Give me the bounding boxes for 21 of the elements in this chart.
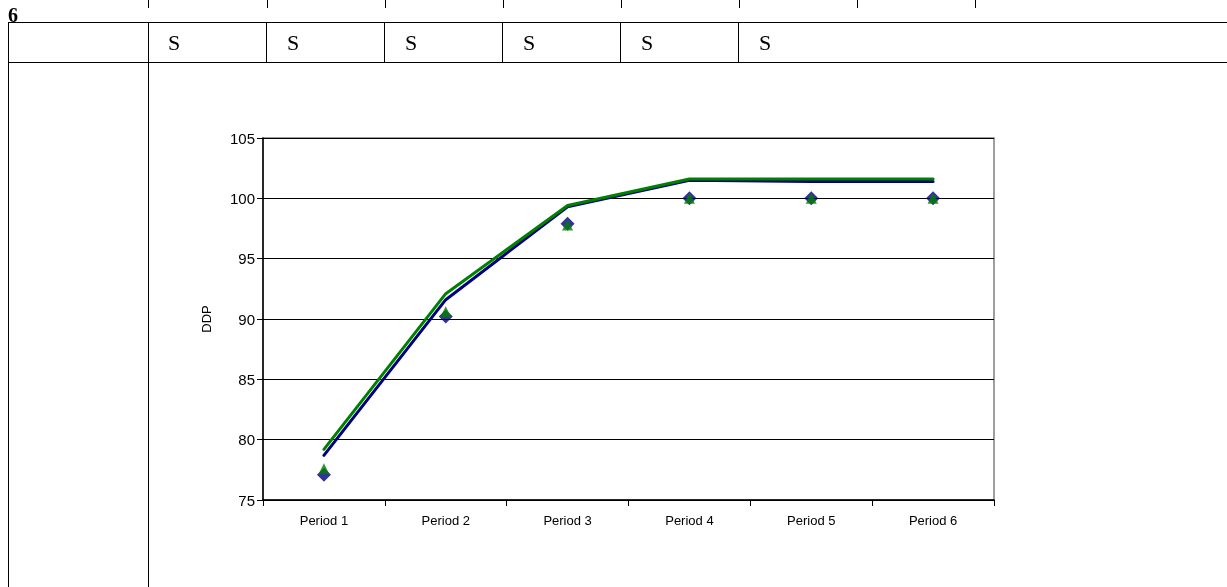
y-axis-title: DDP bbox=[199, 305, 214, 333]
x-tick-label: Period 1 bbox=[299, 513, 349, 528]
y-tick-label: 95 bbox=[238, 250, 255, 268]
x-tick-label: Period 4 bbox=[665, 513, 714, 528]
text: S bbox=[502, 22, 620, 62]
y-tick-label: 100 bbox=[229, 189, 255, 207]
y-tick-label: 75 bbox=[238, 491, 255, 509]
y-tick-label: 90 bbox=[238, 310, 255, 328]
y-tick-label: 85 bbox=[238, 370, 255, 388]
text: 6 bbox=[8, 4, 18, 27]
text: S bbox=[384, 22, 502, 62]
x-tick-label: Period 3 bbox=[543, 513, 592, 528]
y-tick-label: 105 bbox=[229, 129, 255, 147]
y-tick-label: 80 bbox=[238, 431, 255, 449]
text: S bbox=[620, 22, 738, 62]
x-tick-label: Period 2 bbox=[421, 513, 470, 528]
text: S bbox=[266, 22, 384, 62]
text: S bbox=[167, 29, 182, 57]
x-tick-label: Period 5 bbox=[787, 513, 836, 528]
text: S bbox=[738, 22, 856, 62]
x-tick-label: Period 6 bbox=[908, 513, 958, 528]
